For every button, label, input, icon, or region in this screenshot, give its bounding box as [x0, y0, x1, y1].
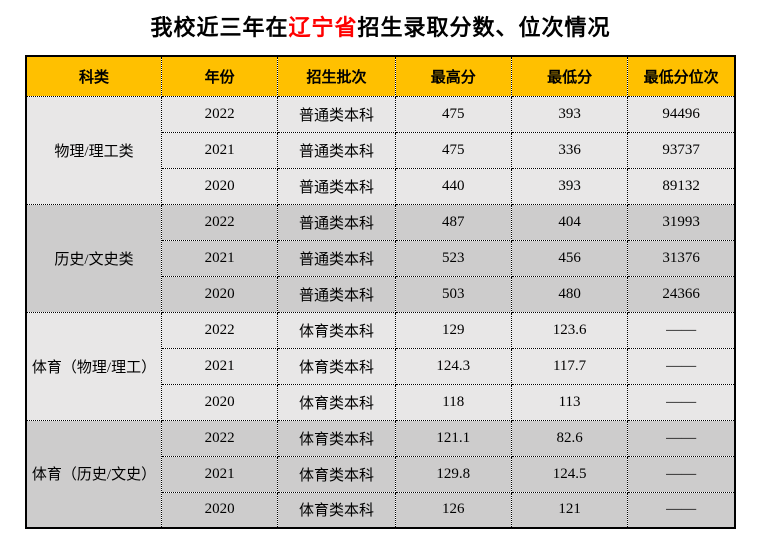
- min-rank-cell: 31376: [627, 239, 736, 277]
- batch-cell: 体育类本科: [277, 491, 396, 529]
- table-row: 体育（物理/理工） 2022 体育类本科 129 123.6 ——: [25, 311, 736, 421]
- category-cell: 体育（物理/理工）: [25, 311, 163, 421]
- header-category: 科类: [25, 55, 163, 97]
- header-min-score: 最低分: [510, 55, 629, 97]
- year-cell: 2020: [161, 383, 279, 421]
- min-rank-cell: ——: [627, 383, 736, 421]
- year-cell: 2021: [161, 455, 279, 493]
- batch-cell: 体育类本科: [277, 419, 396, 457]
- batch-cell: 体育类本科: [277, 347, 396, 385]
- header-min-rank: 最低分位次: [627, 55, 736, 97]
- batch-cell: 普通类本科: [277, 95, 396, 133]
- max-score-cell: 121.1: [394, 419, 512, 457]
- batch-cell: 体育类本科: [277, 311, 396, 349]
- year-cell: 2020: [161, 491, 279, 529]
- title-prefix: 我校近三年在: [150, 15, 289, 40]
- table-row: 2020 普通类本科 503 480 24366: [26, 275, 736, 313]
- year-cell: 2021: [161, 239, 279, 277]
- min-score-cell: 124.5: [510, 455, 629, 493]
- table-row: 2020 体育类本科 126 121 ——: [26, 491, 736, 529]
- max-score-cell: 129: [394, 311, 512, 349]
- category-cell: 体育（历史/文史）: [25, 419, 163, 529]
- table-row: 2021 体育类本科 129.8 124.5 ——: [26, 455, 736, 493]
- batch-cell: 体育类本科: [277, 383, 396, 421]
- max-score-cell: 126: [394, 491, 512, 529]
- header-row: 科类 年份 招生批次 最高分 最低分 最低分位次: [25, 55, 736, 97]
- batch-cell: 普通类本科: [277, 275, 396, 313]
- batch-cell: 普通类本科: [277, 239, 396, 277]
- table-row: 物理/理工类 2022 普通类本科 475 393 94496: [25, 95, 736, 205]
- max-score-cell: 487: [394, 203, 512, 241]
- min-rank-cell: ——: [627, 455, 736, 493]
- batch-cell: 体育类本科: [277, 455, 396, 493]
- table-row: 2020 普通类本科 440 393 89132: [26, 167, 736, 205]
- max-score-cell: 118: [394, 383, 512, 421]
- min-rank-cell: 93737: [627, 131, 736, 169]
- min-score-cell: 121: [510, 491, 629, 529]
- min-score-cell: 480: [510, 275, 629, 313]
- table-row: 体育（历史/文史） 2022 体育类本科 121.1 82.6 ——: [25, 419, 736, 529]
- min-rank-cell: 94496: [627, 95, 736, 133]
- table-row: 2021 体育类本科 124.3 117.7 ——: [26, 347, 736, 385]
- year-cell: 2021: [161, 131, 279, 169]
- min-score-cell: 82.6: [510, 419, 629, 457]
- batch-cell: 普通类本科: [277, 203, 396, 241]
- min-rank-cell: 31993: [627, 203, 736, 241]
- title-province-highlight: 辽宁省: [288, 15, 358, 40]
- min-rank-cell: ——: [627, 419, 736, 457]
- min-rank-cell: ——: [627, 491, 736, 529]
- admission-score-table: 科类 年份 招生批次 最高分 最低分 最低分位次 物理/理工类 2022 普通类…: [25, 55, 736, 529]
- year-cell: 2022: [161, 311, 279, 349]
- max-score-cell: 475: [394, 131, 512, 169]
- year-cell: 2022: [161, 95, 279, 133]
- max-score-cell: 124.3: [394, 347, 512, 385]
- min-score-cell: 113: [510, 383, 629, 421]
- header-max-score: 最高分: [394, 55, 512, 97]
- table-row: 2021 普通类本科 475 336 93737: [26, 131, 736, 169]
- min-rank-cell: 24366: [627, 275, 736, 313]
- min-score-cell: 393: [510, 95, 629, 133]
- table-row: 2021 普通类本科 523 456 31376: [26, 239, 736, 277]
- year-cell: 2020: [161, 167, 279, 205]
- min-score-cell: 123.6: [510, 311, 629, 349]
- category-cell: 物理/理工类: [25, 95, 163, 205]
- min-score-cell: 404: [510, 203, 629, 241]
- header-batch: 招生批次: [277, 55, 396, 97]
- min-score-cell: 393: [510, 167, 629, 205]
- min-rank-cell: ——: [627, 347, 736, 385]
- batch-cell: 普通类本科: [277, 167, 396, 205]
- title-suffix: 招生录取分数、位次情况: [357, 15, 611, 40]
- min-score-cell: 456: [510, 239, 629, 277]
- category-cell: 历史/文史类: [25, 203, 163, 313]
- max-score-cell: 523: [394, 239, 512, 277]
- table-row: 历史/文史类 2022 普通类本科 487 404 31993: [25, 203, 736, 313]
- page-title: 我校近三年在辽宁省招生录取分数、位次情况: [0, 9, 761, 47]
- year-cell: 2021: [161, 347, 279, 385]
- min-score-cell: 336: [510, 131, 629, 169]
- max-score-cell: 440: [394, 167, 512, 205]
- max-score-cell: 503: [394, 275, 512, 313]
- min-score-cell: 117.7: [510, 347, 629, 385]
- min-rank-cell: ——: [627, 311, 736, 349]
- year-cell: 2022: [161, 419, 279, 457]
- table-row: 2020 体育类本科 118 113 ——: [26, 383, 736, 421]
- min-rank-cell: 89132: [627, 167, 736, 205]
- header-year: 年份: [161, 55, 279, 97]
- year-cell: 2022: [161, 203, 279, 241]
- max-score-cell: 475: [394, 95, 512, 133]
- max-score-cell: 129.8: [394, 455, 512, 493]
- batch-cell: 普通类本科: [277, 131, 396, 169]
- year-cell: 2020: [161, 275, 279, 313]
